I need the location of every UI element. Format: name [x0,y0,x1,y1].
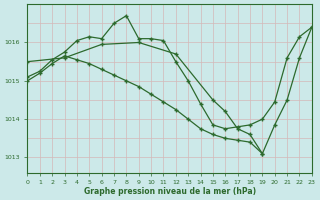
X-axis label: Graphe pression niveau de la mer (hPa): Graphe pression niveau de la mer (hPa) [84,187,256,196]
